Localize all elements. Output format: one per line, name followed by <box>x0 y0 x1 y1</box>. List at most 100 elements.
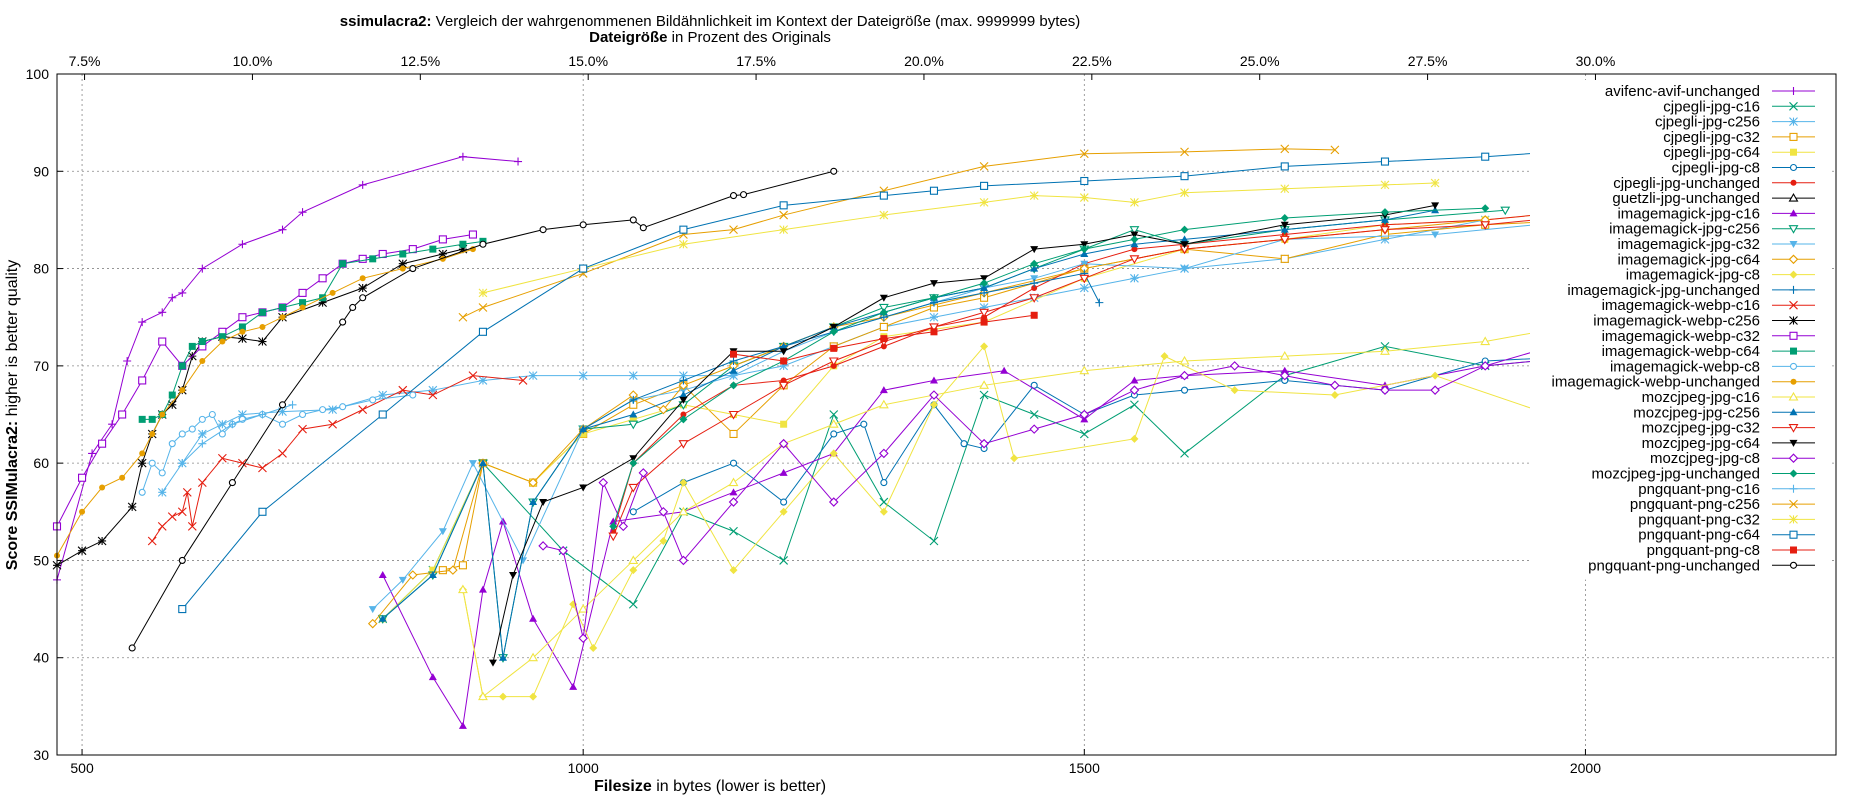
x2-tick-label: 25.0% <box>1240 53 1280 69</box>
data-point <box>1180 147 1189 157</box>
ticks: 500 1000 1500 2000 30 40 50 60 70 80 90 100 7.5% 10.0… <box>26 53 1616 776</box>
series-line <box>492 204 1436 663</box>
data-point <box>528 371 538 380</box>
data-point <box>618 521 629 532</box>
data-point <box>578 603 589 613</box>
data-point <box>679 396 688 404</box>
data-point <box>659 536 668 545</box>
data-point <box>1030 381 1038 389</box>
legend-marker <box>1789 270 1798 279</box>
series-pngquant-png-c8 <box>730 311 1038 365</box>
data-point <box>1160 352 1169 361</box>
data-point <box>428 385 438 395</box>
data-point <box>639 224 647 232</box>
data-point <box>99 484 106 491</box>
x2-tick-label: 15.0% <box>568 53 608 69</box>
data-point <box>1380 346 1390 355</box>
data-point <box>279 303 287 311</box>
data-point <box>1280 221 1289 229</box>
data-point <box>128 644 136 652</box>
data-point <box>428 390 438 400</box>
data-point <box>1130 235 1139 244</box>
legend-entry: imagemagick-jpg-c16 <box>1617 205 1815 222</box>
data-point <box>829 323 838 331</box>
data-point <box>780 498 788 506</box>
data-point <box>529 614 538 622</box>
data-point <box>778 381 789 391</box>
data-point <box>319 406 327 414</box>
data-point <box>629 459 638 468</box>
data-point <box>238 334 247 344</box>
data-point <box>628 599 638 609</box>
data-point <box>558 545 568 556</box>
data-point <box>478 376 488 385</box>
data-point <box>217 419 227 429</box>
data-point <box>258 308 266 316</box>
data-point <box>459 240 467 248</box>
data-point <box>578 633 588 644</box>
data-point <box>979 438 989 449</box>
data-point <box>157 521 167 531</box>
data-point <box>1280 184 1290 194</box>
y-tick-label: 100 <box>26 66 50 82</box>
data-point <box>679 391 688 399</box>
legend-entry: mozcjpeg-jpg-c8 <box>1650 450 1815 467</box>
data-point <box>458 561 467 570</box>
data-point <box>478 288 488 298</box>
legend-marker <box>1789 316 1798 325</box>
chart-title-rest: Vergleich der wahrgenommenen Bildähnlich… <box>432 13 1081 30</box>
data-point <box>729 566 738 575</box>
data-point <box>529 692 538 701</box>
series-avifenc-avif-unchanged <box>53 152 523 584</box>
data-point <box>278 401 287 409</box>
data-point <box>679 478 688 487</box>
x2-tick-label: 22.5% <box>1072 53 1112 69</box>
data-point <box>1380 234 1390 244</box>
legend-marker <box>1789 499 1798 509</box>
data-point <box>730 350 738 358</box>
data-point <box>479 240 487 248</box>
data-point <box>1080 241 1089 249</box>
data-point <box>147 536 157 546</box>
data-point <box>879 294 888 302</box>
data-point <box>399 265 406 272</box>
chart-title-bold: ssimulacra2: <box>340 13 432 30</box>
data-point <box>579 425 588 433</box>
data-point <box>1380 226 1390 235</box>
data-point <box>458 312 468 322</box>
legend-entry: pngquant-png-c32 <box>1638 511 1815 528</box>
data-point <box>409 391 417 399</box>
data-point <box>728 477 739 487</box>
data-point <box>168 391 176 399</box>
data-point <box>438 249 448 259</box>
legend-label: imagemagick-jpg-c32 <box>1617 236 1760 253</box>
data-point <box>228 420 237 429</box>
legend-marker <box>1789 87 1798 95</box>
data-point <box>929 400 938 409</box>
legend-marker <box>1790 179 1797 186</box>
series-line <box>612 207 1486 527</box>
data-point <box>629 508 637 516</box>
data-point <box>779 201 788 210</box>
series-line <box>142 240 484 420</box>
data-point <box>739 191 748 199</box>
legend-entry: imagemagick-jpg-c32 <box>1617 236 1815 253</box>
data-point <box>77 546 87 556</box>
legend-label: cjpegli-jpg-unchanged <box>1613 175 1760 192</box>
data-point <box>929 280 938 288</box>
data-point <box>1180 235 1189 243</box>
y-tick-label: 40 <box>33 650 49 666</box>
data-point <box>518 376 528 385</box>
legend-background <box>1530 80 1830 580</box>
data-point <box>979 380 990 389</box>
data-point <box>238 323 246 331</box>
legend-entry: imagemagick-jpg-c256 <box>1609 221 1815 238</box>
data-point <box>278 225 287 234</box>
data-point <box>458 721 467 729</box>
legend-marker <box>1788 391 1799 401</box>
legend-marker <box>1789 362 1798 370</box>
data-point <box>168 293 177 302</box>
data-point <box>1030 246 1039 254</box>
data-point <box>979 198 989 207</box>
data-point <box>167 512 177 522</box>
